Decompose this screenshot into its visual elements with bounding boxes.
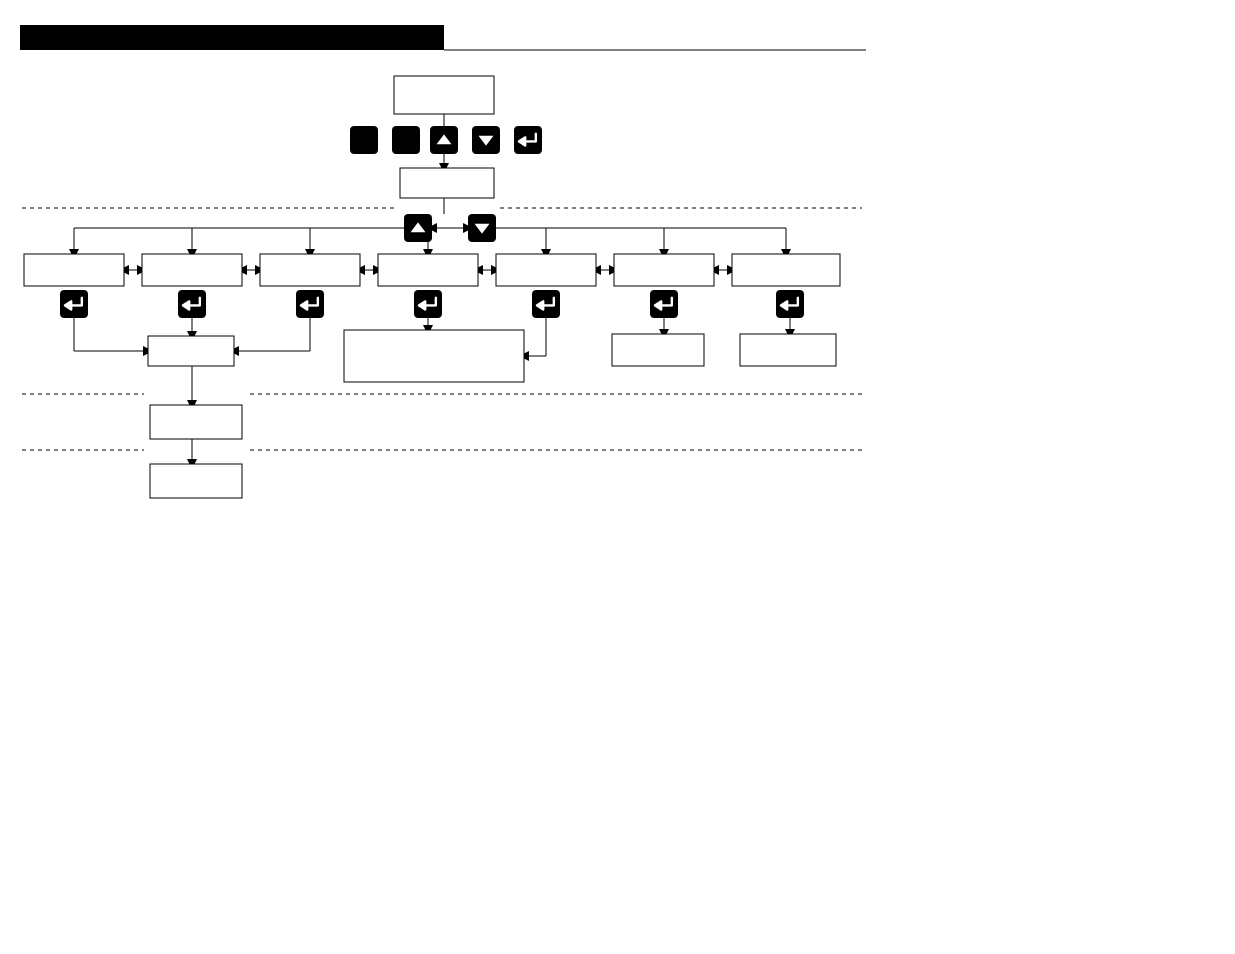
btn-up-2[interactable] [404, 214, 432, 242]
btn-enter-c4[interactable] [414, 290, 442, 318]
page [0, 0, 1235, 954]
btn-enter-c5[interactable] [532, 290, 560, 318]
btn-enter-c6[interactable] [650, 290, 678, 318]
box-r1c4 [378, 254, 478, 286]
box-row2_wide [344, 330, 524, 382]
box-row2_c6 [612, 334, 704, 366]
box-r1c3 [260, 254, 360, 286]
btn-down-1[interactable] [472, 126, 500, 154]
box-r1c5 [496, 254, 596, 286]
box-r1c1 [24, 254, 124, 286]
btn-enter-1[interactable] [514, 126, 542, 154]
btn-blank-1[interactable] [350, 126, 378, 154]
box-r1c7 [732, 254, 840, 286]
btn-enter-c2[interactable] [178, 290, 206, 318]
btn-enter-c3[interactable] [296, 290, 324, 318]
box-row4 [150, 464, 242, 498]
box-row2_small [148, 336, 234, 366]
btn-down-2[interactable] [468, 214, 496, 242]
btn-up-1[interactable] [430, 126, 458, 154]
flowchart-canvas [0, 0, 1235, 954]
titlebar [20, 25, 444, 50]
box-row3 [150, 405, 242, 439]
box-top [394, 76, 494, 114]
btn-enter-c7[interactable] [776, 290, 804, 318]
box-second [400, 168, 494, 198]
box-r1c2 [142, 254, 242, 286]
box-r1c6 [614, 254, 714, 286]
btn-enter-c1[interactable] [60, 290, 88, 318]
btn-blank-2[interactable] [392, 126, 420, 154]
box-row2_c7 [740, 334, 836, 366]
